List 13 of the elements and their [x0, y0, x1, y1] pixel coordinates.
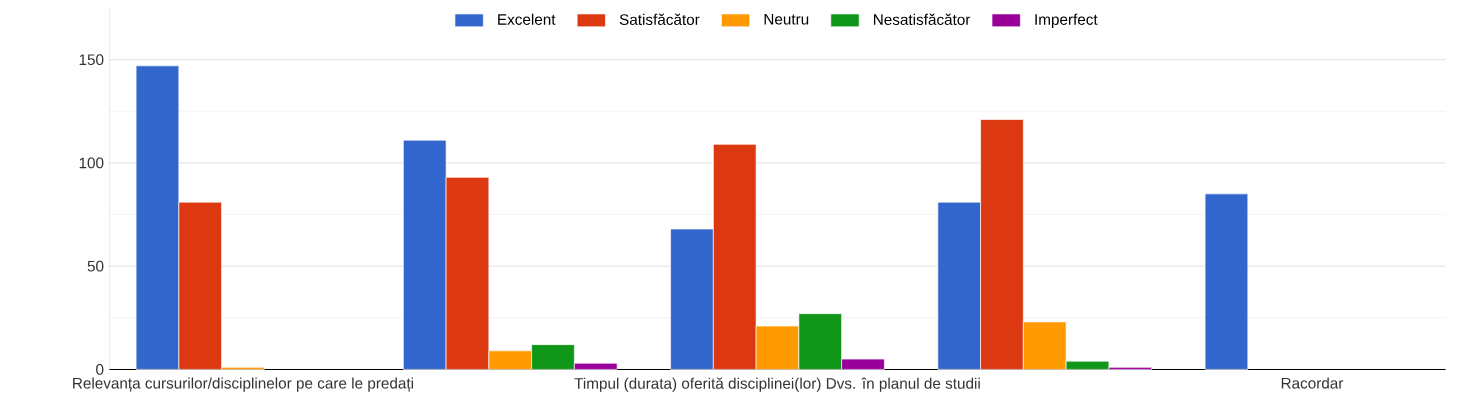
- x-tick-label: Racordar: [1281, 377, 1344, 389]
- legend-label: Satisfăcător: [619, 13, 700, 25]
- y-tick-label: 0: [96, 363, 104, 375]
- legend-label: Neutru: [764, 13, 809, 25]
- y-tick-label: 100: [79, 157, 104, 169]
- legend-label: Imperfect: [1035, 13, 1098, 28]
- legend-label: Excelent: [498, 13, 556, 25]
- x-tick-label: Relevanța cursurilor/disciplinelor pe care le predați: [73, 377, 413, 392]
- bar: [1204, 193, 1249, 370]
- y-tick-label: 150: [79, 54, 104, 65]
- legend-label: Nesatisfăcător: [874, 13, 971, 25]
- x-tick-label: Timpul (durata) oferită disciplinei(lor) Dvs. în planul de studii: [574, 377, 980, 392]
- y-tick-label: 50: [87, 260, 104, 272]
